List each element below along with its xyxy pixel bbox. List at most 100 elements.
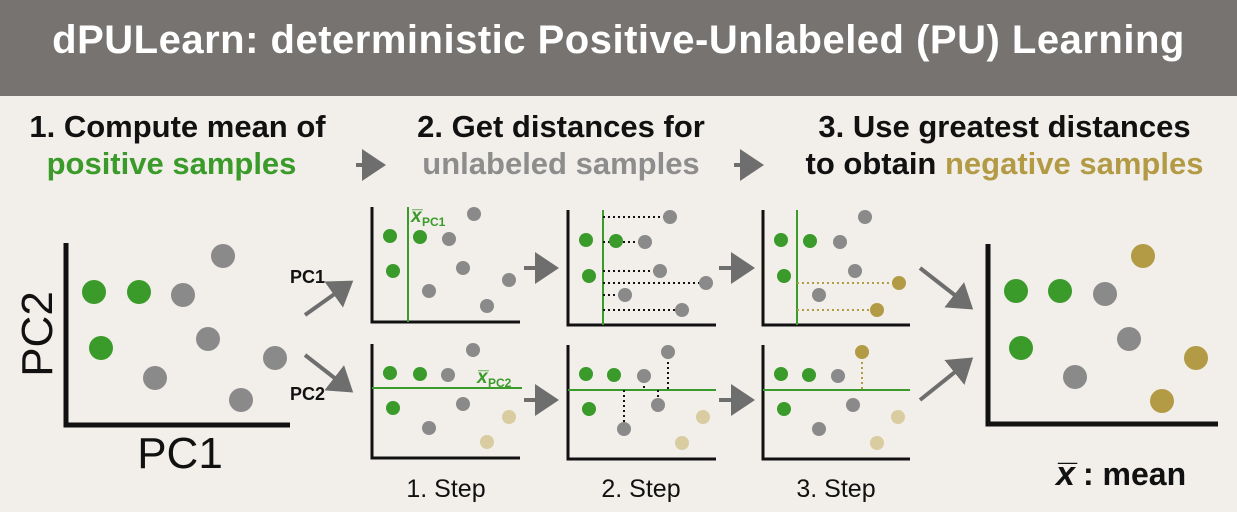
positive-sample bbox=[413, 367, 427, 381]
step2-line2: unlabeled samples bbox=[422, 146, 700, 181]
positive-sample bbox=[1004, 279, 1028, 303]
faded-negative-sample bbox=[675, 436, 689, 450]
unlabeled-sample bbox=[229, 388, 253, 412]
unlabeled-sample bbox=[651, 398, 665, 412]
positive-sample bbox=[386, 264, 400, 278]
step2-line1: 2. Get distances for bbox=[417, 109, 705, 144]
faded-negative-sample bbox=[696, 410, 710, 424]
positive-sample bbox=[579, 233, 593, 247]
unlabeled-sample bbox=[422, 421, 436, 435]
positive-sample bbox=[774, 367, 788, 381]
pc1-step2-plot bbox=[566, 210, 716, 327]
positive-sample bbox=[582, 269, 596, 283]
faded-negative-sample bbox=[891, 410, 905, 424]
unlabeled-sample bbox=[812, 288, 826, 302]
unlabeled-sample bbox=[699, 276, 713, 290]
unlabeled-sample bbox=[441, 368, 455, 382]
positive-sample bbox=[127, 280, 151, 304]
unlabeled-sample bbox=[456, 261, 470, 275]
unlabeled-sample bbox=[661, 345, 675, 359]
pc1-mean-subscript: PC1 bbox=[422, 215, 446, 229]
pc2-step3-axes bbox=[761, 345, 910, 461]
step1-line2: positive samples bbox=[46, 146, 297, 181]
positive-sample bbox=[383, 229, 397, 243]
unlabeled-sample bbox=[848, 264, 862, 278]
pc2-mean-subscript: PC2 bbox=[488, 376, 512, 390]
pc2-step3-plot bbox=[761, 345, 910, 461]
positive-sample bbox=[579, 367, 593, 381]
unlabeled-sample bbox=[638, 235, 652, 249]
negative-sample bbox=[892, 276, 906, 290]
legend-mean-symbol: x̅ bbox=[1054, 455, 1078, 493]
positive-sample bbox=[609, 234, 623, 248]
positive-sample bbox=[774, 233, 788, 247]
step3-line2-prefix: to obtain bbox=[805, 146, 945, 181]
negative-sample bbox=[1131, 244, 1155, 268]
pc2-branch-label: PC2 bbox=[290, 384, 325, 404]
unlabeled-sample bbox=[831, 369, 845, 383]
unlabeled-sample bbox=[467, 207, 481, 221]
input-plot-axes bbox=[63, 243, 290, 428]
positive-sample bbox=[803, 234, 817, 248]
positive-sample bbox=[1048, 279, 1072, 303]
negative-sample bbox=[870, 303, 884, 317]
pc1-step3-axes bbox=[761, 210, 910, 327]
pc2-mean-symbol: x̅ bbox=[476, 367, 490, 388]
pc1-branch-arrow bbox=[303, 280, 354, 317]
step1-line1: 1. Compute mean of bbox=[29, 109, 326, 144]
unlabeled-sample bbox=[858, 210, 872, 224]
pc1-mean-symbol: x̅ bbox=[410, 206, 424, 227]
pc1-step3-plot bbox=[761, 210, 910, 327]
step3-line1: 3. Use greatest distances bbox=[818, 109, 1191, 144]
title-banner: dPULearn: deterministic Positive-Unlabel… bbox=[0, 0, 1237, 96]
faded-negative-sample bbox=[480, 435, 494, 449]
unlabeled-sample bbox=[1117, 327, 1141, 351]
negative-sample bbox=[855, 345, 869, 359]
step3-line2: to obtain negative samples bbox=[772, 145, 1237, 182]
step1-heading: 1. Compute mean of positive samples bbox=[0, 108, 355, 182]
faded-negative-sample bbox=[870, 436, 884, 450]
positive-sample bbox=[802, 368, 816, 382]
input-scatter-plot: PC1 PC2 bbox=[13, 243, 290, 478]
faded-negative-sample bbox=[502, 410, 516, 424]
step3-caption: 3. Step bbox=[796, 475, 875, 503]
merge-arrow-top bbox=[918, 266, 974, 310]
pc2-branch-arrow bbox=[303, 353, 354, 393]
merge-arrow-bottom bbox=[918, 357, 974, 402]
unlabeled-sample bbox=[480, 299, 494, 313]
unlabeled-sample bbox=[466, 343, 480, 357]
result-scatter-plot bbox=[985, 244, 1218, 427]
unlabeled-sample bbox=[637, 369, 651, 383]
unlabeled-sample bbox=[618, 288, 632, 302]
pc1-branch-label: PC1 bbox=[290, 267, 325, 287]
y-axis-label: PC2 bbox=[13, 291, 62, 377]
page-title: dPULearn: deterministic Positive-Unlabel… bbox=[52, 18, 1185, 62]
positive-sample bbox=[777, 269, 791, 283]
pc2-step1-axes bbox=[370, 344, 520, 460]
pc1-step1-axes bbox=[370, 207, 520, 324]
unlabeled-sample bbox=[833, 235, 847, 249]
unlabeled-sample bbox=[617, 422, 631, 436]
pc1-step1-plot: x̅ PC1 bbox=[370, 206, 520, 324]
negative-sample bbox=[1150, 389, 1174, 413]
unlabeled-sample bbox=[211, 244, 235, 268]
unlabeled-sample bbox=[675, 303, 689, 317]
positive-sample bbox=[386, 401, 400, 415]
unlabeled-sample bbox=[171, 283, 195, 307]
step3-line2-highlight: negative samples bbox=[945, 146, 1204, 181]
legend-mean-text: : mean bbox=[1083, 456, 1186, 492]
unlabeled-sample bbox=[502, 273, 516, 287]
step2-caption: 2. Step bbox=[601, 475, 680, 503]
unlabeled-sample bbox=[812, 422, 826, 436]
positive-sample bbox=[383, 366, 397, 380]
pc2-step2-axes bbox=[566, 345, 716, 461]
unlabeled-sample bbox=[442, 232, 456, 246]
unlabeled-sample bbox=[456, 397, 470, 411]
positive-sample bbox=[582, 402, 596, 416]
unlabeled-sample bbox=[846, 398, 860, 412]
unlabeled-sample bbox=[663, 210, 677, 224]
positive-sample bbox=[777, 402, 791, 416]
negative-sample bbox=[1184, 346, 1208, 370]
unlabeled-sample bbox=[263, 346, 287, 370]
